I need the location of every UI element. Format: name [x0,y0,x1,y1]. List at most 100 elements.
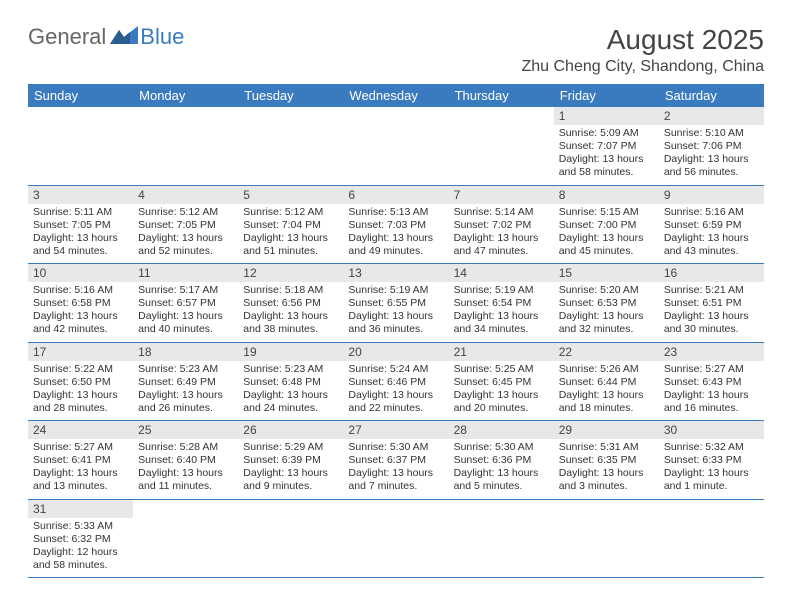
day-header-row: SundayMondayTuesdayWednesdayThursdayFrid… [28,84,764,107]
calendar-cell: 23Sunrise: 5:27 AMSunset: 6:43 PMDayligh… [659,342,764,421]
logo-text-2: Blue [140,24,184,50]
day-number: 19 [238,343,343,361]
calendar-week: 17 Sunrise: 5:22 AMSunset: 6:50 PMDayligh… [28,342,764,421]
calendar-week: 10 Sunrise: 5:16 AMSunset: 6:58 PMDayligh… [28,264,764,343]
day-number: 5 [238,186,343,204]
calendar-cell: 26 Sunrise: 5:29 AMSunset: 6:39 PMDayligh… [238,421,343,500]
calendar-week: 1 Sunrise: 5:09 AMSunset: 7:07 PMDaylight… [28,107,764,185]
month-title: August 2025 [521,24,764,56]
calendar-cell: 24 Sunrise: 5:27 AMSunset: 6:41 PMDayligh… [28,421,133,500]
calendar-cell [238,499,343,578]
day-details: Sunrise: 5:31 AMSunset: 6:35 PMDaylight:… [559,441,654,494]
day-number: 29 [554,421,659,439]
logo: General Blue [28,24,184,50]
day-header: Monday [133,84,238,107]
day-number: 21 [449,343,554,361]
day-number: 4 [133,186,238,204]
day-details: Sunrise: 5:24 AMSunset: 6:46 PMDaylight:… [348,363,443,416]
day-header: Tuesday [238,84,343,107]
day-number: 10 [28,264,133,282]
day-details: Sunrise: 5:09 AMSunset: 7:07 PMDaylight:… [559,127,654,180]
day-number: 1 [554,107,659,125]
calendar-cell [449,107,554,185]
day-details: Sunrise: 5:11 AMSunset: 7:05 PMDaylight:… [33,206,128,259]
day-details: Sunrise: 5:32 AMSunset: 6:33 PMDaylight:… [664,441,759,494]
day-number: 12 [238,264,343,282]
header: General Blue August 2025 Zhu Cheng City,… [28,24,764,76]
day-number: 20 [343,343,448,361]
logo-icon [108,24,138,50]
calendar-cell [133,499,238,578]
day-details: Sunrise: 5:10 AMSunset: 7:06 PMDaylight:… [664,127,759,180]
day-header: Wednesday [343,84,448,107]
calendar-cell [238,107,343,185]
calendar-cell [659,499,764,578]
day-details: Sunrise: 5:27 AMSunset: 6:43 PMDaylight:… [664,363,759,416]
calendar-cell: 15Sunrise: 5:20 AMSunset: 6:53 PMDayligh… [554,264,659,343]
calendar-cell: 6Sunrise: 5:13 AMSunset: 7:03 PMDaylight… [343,185,448,264]
day-details: Sunrise: 5:18 AMSunset: 6:56 PMDaylight:… [243,284,338,337]
day-number: 11 [133,264,238,282]
day-number: 24 [28,421,133,439]
day-number: 6 [343,186,448,204]
day-details: Sunrise: 5:16 AMSunset: 6:59 PMDaylight:… [664,206,759,259]
day-details: Sunrise: 5:27 AMSunset: 6:41 PMDaylight:… [33,441,128,494]
day-details: Sunrise: 5:15 AMSunset: 7:00 PMDaylight:… [559,206,654,259]
calendar-cell: 7Sunrise: 5:14 AMSunset: 7:02 PMDaylight… [449,185,554,264]
day-header: Thursday [449,84,554,107]
day-details: Sunrise: 5:22 AMSunset: 6:50 PMDaylight:… [33,363,128,416]
calendar-cell: 12 Sunrise: 5:18 AMSunset: 6:56 PMDayligh… [238,264,343,343]
day-details: Sunrise: 5:33 AMSunset: 6:32 PMDaylight:… [33,520,128,573]
calendar-cell [133,107,238,185]
calendar-cell: 1 Sunrise: 5:09 AMSunset: 7:07 PMDaylight… [554,107,659,185]
day-number: 14 [449,264,554,282]
day-number: 16 [659,264,764,282]
day-details: Sunrise: 5:23 AMSunset: 6:49 PMDaylight:… [138,363,233,416]
day-number: 7 [449,186,554,204]
day-number: 2 [659,107,764,125]
calendar-cell: 17 Sunrise: 5:22 AMSunset: 6:50 PMDayligh… [28,342,133,421]
day-number: 26 [238,421,343,439]
day-details: Sunrise: 5:19 AMSunset: 6:55 PMDaylight:… [348,284,443,337]
calendar-cell: 10 Sunrise: 5:16 AMSunset: 6:58 PMDayligh… [28,264,133,343]
logo-text-1: General [28,24,106,50]
day-details: Sunrise: 5:12 AMSunset: 7:05 PMDaylight:… [138,206,233,259]
calendar-cell: 5 Sunrise: 5:12 AMSunset: 7:04 PMDaylight… [238,185,343,264]
location: Zhu Cheng City, Shandong, China [521,58,764,76]
calendar-table: SundayMondayTuesdayWednesdayThursdayFrid… [28,84,764,578]
calendar-cell: 13 Sunrise: 5:19 AMSunset: 6:55 PMDayligh… [343,264,448,343]
day-details: Sunrise: 5:19 AMSunset: 6:54 PMDaylight:… [454,284,549,337]
day-number: 17 [28,343,133,361]
day-details: Sunrise: 5:28 AMSunset: 6:40 PMDaylight:… [138,441,233,494]
calendar-cell: 20 Sunrise: 5:24 AMSunset: 6:46 PMDayligh… [343,342,448,421]
calendar-cell: 8Sunrise: 5:15 AMSunset: 7:00 PMDaylight… [554,185,659,264]
day-details: Sunrise: 5:30 AMSunset: 6:37 PMDaylight:… [348,441,443,494]
calendar-cell [28,107,133,185]
day-number: 22 [554,343,659,361]
day-number: 9 [659,186,764,204]
day-header: Sunday [28,84,133,107]
calendar-cell: 22 Sunrise: 5:26 AMSunset: 6:44 PMDayligh… [554,342,659,421]
day-number: 13 [343,264,448,282]
calendar-cell: 31 Sunrise: 5:33 AMSunset: 6:32 PMDayligh… [28,499,133,578]
calendar-cell [554,499,659,578]
day-header: Saturday [659,84,764,107]
day-details: Sunrise: 5:26 AMSunset: 6:44 PMDaylight:… [559,363,654,416]
day-details: Sunrise: 5:29 AMSunset: 6:39 PMDaylight:… [243,441,338,494]
day-details: Sunrise: 5:16 AMSunset: 6:58 PMDaylight:… [33,284,128,337]
calendar-cell: 4 Sunrise: 5:12 AMSunset: 7:05 PMDaylight… [133,185,238,264]
day-number: 27 [343,421,448,439]
calendar-cell: 21 Sunrise: 5:25 AMSunset: 6:45 PMDayligh… [449,342,554,421]
calendar-cell: 16Sunrise: 5:21 AMSunset: 6:51 PMDayligh… [659,264,764,343]
calendar-cell: 30Sunrise: 5:32 AMSunset: 6:33 PMDayligh… [659,421,764,500]
day-details: Sunrise: 5:12 AMSunset: 7:04 PMDaylight:… [243,206,338,259]
day-number: 25 [133,421,238,439]
day-number: 31 [28,500,133,518]
calendar-cell: 19Sunrise: 5:23 AMSunset: 6:48 PMDayligh… [238,342,343,421]
calendar-cell: 28 Sunrise: 5:30 AMSunset: 6:36 PMDayligh… [449,421,554,500]
day-details: Sunrise: 5:30 AMSunset: 6:36 PMDaylight:… [454,441,549,494]
calendar-week: 3Sunrise: 5:11 AMSunset: 7:05 PMDaylight… [28,185,764,264]
day-details: Sunrise: 5:25 AMSunset: 6:45 PMDaylight:… [454,363,549,416]
calendar-cell: 2 Sunrise: 5:10 AMSunset: 7:06 PMDaylight… [659,107,764,185]
day-number: 28 [449,421,554,439]
